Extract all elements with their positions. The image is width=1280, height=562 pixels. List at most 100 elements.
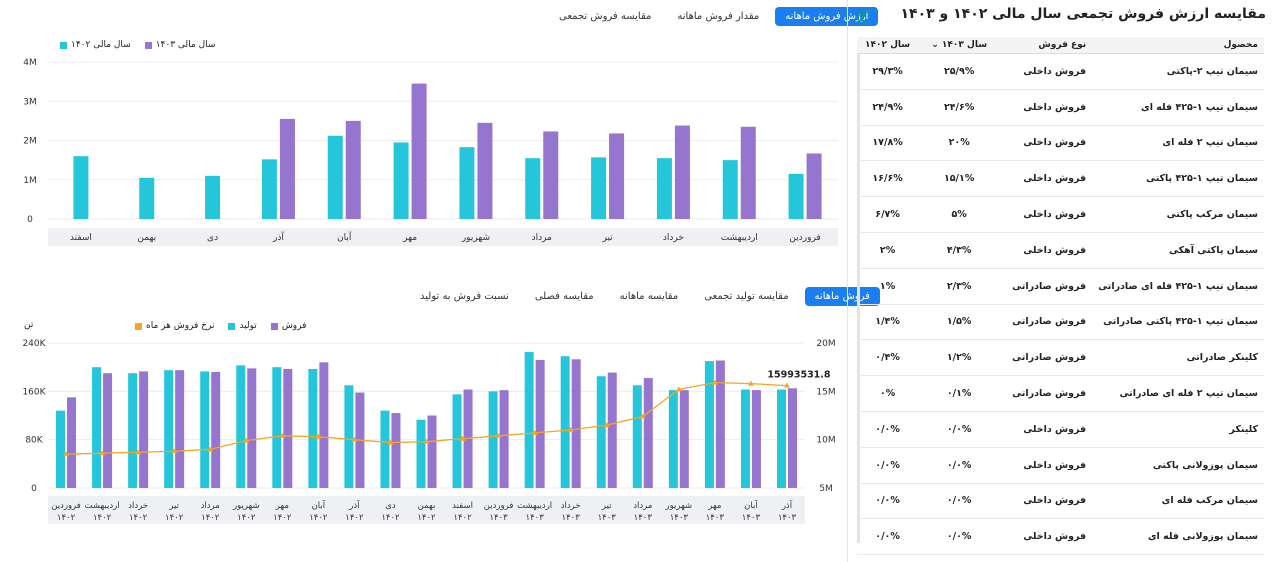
x-tick-month: آبان	[312, 499, 326, 511]
table-row[interactable]: سیمان تیپ ۲ فله ای فروش داخلی ۲۰% ۱۷/۸%	[857, 125, 1264, 162]
sale-type-cell: فروش صادراتی	[1000, 268, 1093, 305]
sale-type-cell: فروش داخلی	[1000, 125, 1093, 162]
production-bar	[416, 419, 426, 488]
legend-item-sales[interactable]: فروش	[270, 321, 306, 331]
sales-rate-marker	[495, 432, 502, 438]
share-1403-cell: ۰/۰%	[918, 411, 1001, 448]
product-cell: سیمان تیپ ۲ فله ای	[1092, 125, 1264, 162]
sales-bar	[607, 372, 617, 488]
share-1402-cell: ۱%	[857, 268, 919, 305]
table-row[interactable]: سیمان تیپ ۲-پاکتی فروش داخلی ۲۵/۹% ۲۹/۳%	[857, 53, 1264, 90]
tab-seasonal-comparison[interactable]: مقایسه فصلی	[534, 291, 594, 302]
production-bar	[344, 385, 354, 488]
sales-rate-marker	[243, 437, 250, 443]
y-tick-label: 2M	[23, 137, 37, 147]
tab-cumulative-production[interactable]: مقایسه تولید تجمعی	[704, 291, 789, 302]
tab-sales-production-ratio[interactable]: نسبت فروش به تولید	[420, 291, 509, 302]
table-row[interactable]: سیمان مرکب فله ای فروش داخلی ۰/۰% ۰/۰%	[857, 483, 1264, 520]
y-left-tick-label: 0	[31, 484, 37, 494]
x-tick-month: خرداد	[561, 501, 581, 511]
table-row[interactable]: سیمان پاکتی آهکی فروش داخلی ۴/۳% ۲%	[857, 232, 1264, 269]
x-tick-year: ۱۴۰۲	[201, 513, 220, 523]
bar-1402	[205, 175, 221, 219]
x-tick-year: ۱۴۰۳	[778, 513, 797, 523]
y-tick-label: 0	[27, 215, 33, 225]
bar-1402	[722, 160, 738, 219]
y-tick-label: 3M	[23, 97, 37, 107]
x-tick-month: دی	[385, 501, 396, 511]
table-row[interactable]: سیمان تیپ ۲ فله ای صادراتی فروش صادراتی ۰/…	[857, 375, 1264, 412]
sale-type-cell: فروش صادراتی	[1000, 375, 1093, 412]
excel-export-icon[interactable]	[858, 12, 870, 24]
x-tick-label: تیر	[601, 233, 613, 243]
x-tick-label: دی	[207, 233, 218, 243]
sales-rate-marker	[531, 429, 538, 435]
header-1402[interactable]: سال ۱۴۰۲	[857, 37, 919, 54]
x-tick-month: مرداد	[201, 501, 220, 511]
legend-item-1402[interactable]: سال مالی ۱۴۰۲	[60, 40, 131, 50]
table-row[interactable]: سیمان تیپ ۱-۴۲۵ فله ای فروش داخلی ۲۴/۶% ۲۴/…	[857, 89, 1264, 126]
header-sale-type[interactable]: نوع فروش	[1000, 37, 1093, 54]
x-tick-year: ۱۴۰۲	[165, 513, 184, 523]
sort-chevron-icon[interactable]: ⌄	[931, 40, 939, 50]
x-tick-year: ۱۴۰۳	[670, 513, 689, 523]
tab-monthly-comparison[interactable]: مقایسه ماهانه	[619, 291, 679, 302]
legend-item-production[interactable]: تولید	[228, 321, 257, 331]
header-1403[interactable]: سال ۱۴۰۳ ⌄	[918, 37, 1001, 54]
table-row[interactable]: سیمان مرکب پاکتی فروش داخلی ۵% ۶/۷%	[857, 196, 1264, 233]
table-row[interactable]: کلینکر صادراتی فروش صادراتی ۱/۲% ۰/۴%	[857, 339, 1264, 377]
legend-item-1403[interactable]: سال مالی ۱۴۰۳	[144, 40, 215, 50]
bar-1402	[788, 173, 804, 219]
table-row[interactable]: سیمان تیپ ۱-۴۲۵ پاکتی صادراتی فروش صادرات…	[857, 304, 1264, 341]
tab-monthly-sales-quantity[interactable]: مقدار فروش ماهانه	[677, 11, 760, 22]
legend-swatch	[144, 41, 152, 49]
share-1403-cell: ۲۵/۹%	[918, 53, 1001, 90]
x-tick-month: آبان	[744, 499, 758, 511]
product-cell: سیمان پاکتی آهکی	[1092, 232, 1264, 269]
x-tick-label: آذر	[272, 231, 284, 243]
production-bar	[524, 352, 534, 488]
product-cell: سیمان پوزولانی پاکتی	[1092, 447, 1264, 484]
panel-divider	[847, 0, 848, 562]
bar-1403	[609, 133, 625, 219]
last-point-annotation: 15993531.8	[767, 370, 830, 381]
table-row[interactable]: سیمان پوزولانی پاکتی فروش داخلی ۰/۰% ۰/۰%	[857, 447, 1264, 484]
x-tick-year: ۱۴۰۲	[237, 513, 256, 523]
table-row[interactable]: سیمان تیپ ۱-۴۲۵ فله ای صادراتی فروش صادرا…	[857, 268, 1264, 305]
table-row[interactable]: سیمان تیپ ۱-۴۲۵ پاکتی فروش داخلی ۱۵/۱% ۱۶/۶…	[857, 160, 1264, 198]
x-tick-month: مهر	[707, 501, 721, 511]
header-product[interactable]: محصول	[1092, 37, 1264, 54]
table-row[interactable]: سیمان پوزولانی فله ای فروش داخلی ۰/۰% ۰/۰%	[857, 518, 1264, 556]
x-tick-month: تیر	[168, 501, 179, 511]
bar-1403	[543, 131, 559, 219]
sales-bar	[751, 390, 761, 488]
x-tick-label: شهریور	[461, 233, 490, 243]
production-bar	[128, 373, 138, 488]
sales-rate-marker	[603, 422, 610, 428]
sales-rate-marker	[423, 438, 430, 444]
production-bar	[380, 410, 390, 488]
x-tick-year: ۱۴۰۲	[453, 513, 472, 523]
top-tabs: مقایسه فروش تجمعی مقدار فروش ماهانه ارزش…	[549, 7, 879, 26]
bar-1402	[459, 147, 475, 219]
x-tick-year: ۱۴۰۲	[345, 513, 364, 523]
tab-monthly-sales-value[interactable]: ارزش فروش ماهانه	[775, 7, 879, 26]
legend-swatch	[60, 41, 67, 49]
sale-type-cell: فروش داخلی	[1000, 53, 1093, 90]
table-row[interactable]: کلینکر فروش داخلی ۰/۰% ۰/۰%	[857, 411, 1264, 448]
product-cell: سیمان تیپ ۲-پاکتی	[1092, 53, 1264, 90]
legend-item-rate[interactable]: نرخ فروش هر ماه	[135, 321, 214, 331]
sales-rate-marker	[207, 446, 214, 452]
production-bar	[452, 394, 462, 488]
bar-1402	[261, 159, 277, 219]
product-cell: کلینکر	[1092, 411, 1264, 448]
x-tick-month: خرداد	[128, 501, 148, 511]
y-left-tick-label: 240K	[22, 339, 46, 349]
x-tick-month: بهمن	[418, 501, 436, 511]
sales-rate-marker	[639, 413, 646, 419]
legend-swatch	[270, 322, 278, 330]
product-cell: سیمان تیپ ۱-۴۲۵ فله ای صادراتی	[1092, 268, 1264, 305]
x-tick-label: اردیبهشت	[721, 233, 758, 243]
tab-cumulative-sales[interactable]: مقایسه فروش تجمعی	[559, 11, 652, 22]
production-bar	[632, 385, 642, 488]
